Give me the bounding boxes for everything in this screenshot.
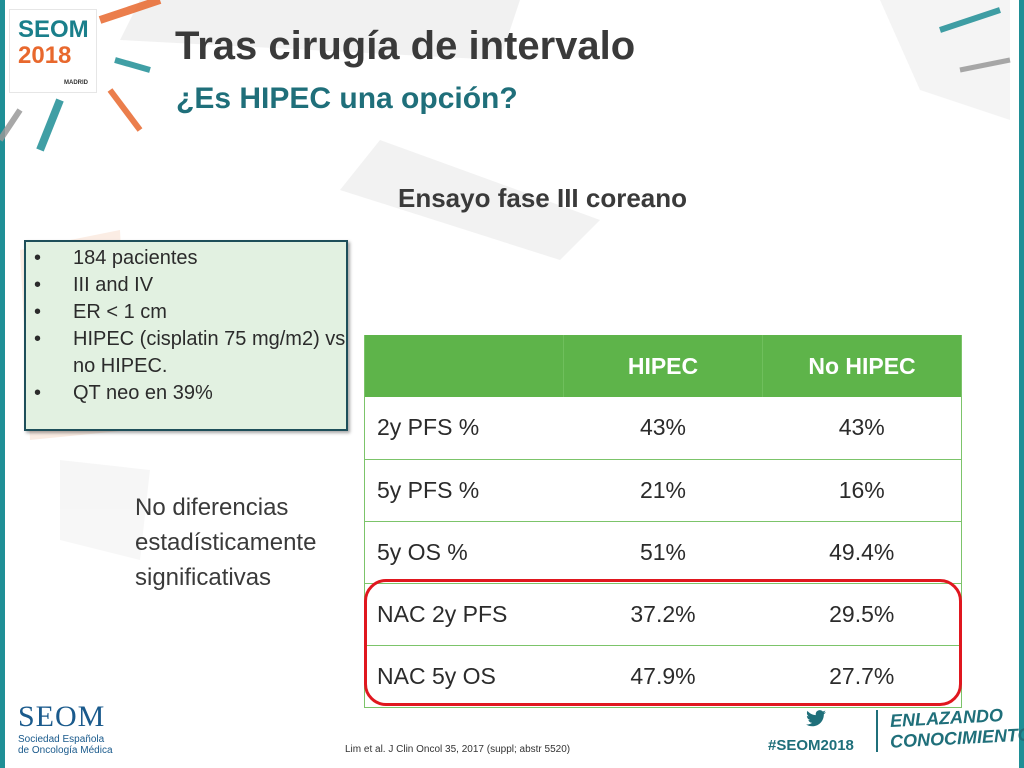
row-label: NAC 5y OS bbox=[364, 645, 564, 708]
citation: Lim et al. J Clin Oncol 35, 2017 (suppl;… bbox=[345, 744, 571, 755]
logo-year-text: 2018 bbox=[18, 42, 72, 69]
table-row: NAC 5y OS 47.9% 27.7% bbox=[364, 645, 962, 708]
row-label: 5y OS % bbox=[364, 521, 564, 584]
bullet-item: 184 pacientes bbox=[26, 245, 346, 272]
bullet-item: ER < 1 cm bbox=[26, 299, 346, 326]
table-row: 5y PFS % 21% 16% bbox=[364, 459, 962, 522]
table-row: 5y OS % 51% 49.4% bbox=[364, 521, 962, 584]
no-hipec-value: 27.7% bbox=[762, 645, 962, 708]
study-details-list: 184 pacientes III and IV ER < 1 cm HIPEC… bbox=[26, 242, 346, 407]
header-cell: HIPEC bbox=[563, 335, 763, 397]
results-table: HIPEC No HIPEC 2y PFS % 43% 43% 5y PFS %… bbox=[364, 335, 962, 708]
table-header-row: HIPEC No HIPEC bbox=[364, 335, 962, 397]
hipec-value: 51% bbox=[563, 521, 763, 584]
seom2018-logo: SEOM 2018 MADRID bbox=[10, 10, 96, 92]
footer-org-line2: de Oncología Médica bbox=[18, 745, 113, 756]
study-title: Ensayo fase III coreano bbox=[398, 183, 688, 213]
hipec-value: 21% bbox=[563, 459, 763, 522]
hipec-value: 43% bbox=[563, 397, 763, 460]
conclusion-note: No diferencias estadísticamente signific… bbox=[135, 494, 317, 591]
no-hipec-value: 43% bbox=[762, 397, 962, 460]
bullet-item: HIPEC (cisplatin 75 mg/m2) vs no HIPEC. bbox=[26, 326, 346, 380]
no-hipec-value: 16% bbox=[762, 459, 962, 522]
logo-seom-text: SEOM bbox=[18, 16, 89, 43]
footer-org-name: SEOM bbox=[18, 700, 106, 733]
no-hipec-value: 29.5% bbox=[762, 583, 962, 646]
row-label: 2y PFS % bbox=[364, 397, 564, 460]
row-label: NAC 2y PFS bbox=[364, 583, 564, 646]
bullet-item: QT neo en 39% bbox=[26, 380, 346, 407]
no-hipec-value: 49.4% bbox=[762, 521, 962, 584]
seom-footer-logo: SEOM Sociedad Española de Oncología Médi… bbox=[18, 700, 113, 756]
hashtag: #SEOM2018 bbox=[768, 737, 854, 754]
slide-title: Tras cirugía de intervalo bbox=[175, 24, 636, 68]
footer-divider bbox=[876, 710, 878, 752]
left-accent-strip bbox=[0, 0, 5, 768]
table-row: 2y PFS % 43% 43% bbox=[364, 397, 962, 460]
hipec-value: 47.9% bbox=[563, 645, 763, 708]
footer-org-line1: Sociedad Española bbox=[18, 734, 105, 745]
logo-city-text: MADRID bbox=[64, 80, 88, 86]
twitter-icon bbox=[806, 710, 826, 727]
table-row: NAC 2y PFS 37.2% 29.5% bbox=[364, 583, 962, 646]
bullet-item: III and IV bbox=[26, 272, 346, 299]
header-cell bbox=[364, 335, 564, 397]
right-accent-strip bbox=[1019, 0, 1024, 768]
slide-subtitle: ¿Es HIPEC una opción? bbox=[176, 82, 518, 115]
hipec-value: 37.2% bbox=[563, 583, 763, 646]
header-cell: No HIPEC bbox=[762, 335, 962, 397]
row-label: 5y PFS % bbox=[364, 459, 564, 522]
study-details-box: 184 pacientes III and IV ER < 1 cm HIPEC… bbox=[24, 240, 348, 431]
